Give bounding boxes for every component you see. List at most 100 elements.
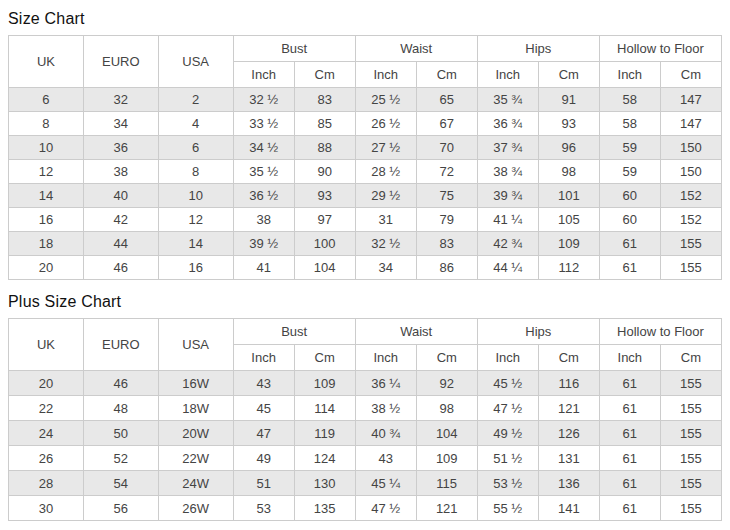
cell: 93 [294, 184, 355, 208]
hollow-inch-header: Inch [599, 345, 660, 371]
cell: 16W [158, 371, 233, 396]
cell: 155 [660, 446, 721, 471]
cell: 61 [599, 446, 660, 471]
cell: 54 [83, 471, 158, 496]
hollow-cm-header: Cm [660, 62, 721, 88]
cell: 155 [660, 396, 721, 421]
hips-inch-header: Inch [477, 62, 538, 88]
hollow-cm-header: Cm [660, 345, 721, 371]
col-waist-header: Waist [355, 36, 477, 62]
col-hollow-to-floor-header: Hollow to Floor [599, 319, 721, 345]
cell: 8 [158, 160, 233, 184]
cell: 55 ½ [477, 496, 538, 521]
cell: 101 [538, 184, 599, 208]
cell: 39 ½ [233, 232, 294, 256]
cell: 85 [294, 112, 355, 136]
waist-cm-header: Cm [416, 62, 477, 88]
cell: 44 [83, 232, 158, 256]
cell: 112 [538, 256, 599, 280]
cell: 29 ½ [355, 184, 416, 208]
cell: 32 ½ [233, 88, 294, 112]
cell: 59 [599, 136, 660, 160]
waist-inch-header: Inch [355, 345, 416, 371]
col-uk-header: UK [9, 36, 84, 88]
cell: 16 [158, 256, 233, 280]
waist-inch-header: Inch [355, 62, 416, 88]
cell: 39 ¾ [477, 184, 538, 208]
hips-cm-header: Cm [538, 62, 599, 88]
cell: 38 ½ [355, 396, 416, 421]
cell: 88 [294, 136, 355, 160]
cell: 150 [660, 136, 721, 160]
table-row: 18441439 ½10032 ½8342 ¾10961155 [9, 232, 722, 256]
cell: 44 ¼ [477, 256, 538, 280]
cell: 105 [538, 208, 599, 232]
cell: 20 [9, 256, 84, 280]
cell: 61 [599, 471, 660, 496]
hollow-inch-header: Inch [599, 62, 660, 88]
table-row: 834433 ½8526 ½6736 ¾9358147 [9, 112, 722, 136]
cell: 155 [660, 371, 721, 396]
cell: 155 [660, 471, 721, 496]
cell: 51 ½ [477, 446, 538, 471]
cell: 43 [233, 371, 294, 396]
cell: 52 [83, 446, 158, 471]
cell: 109 [294, 371, 355, 396]
cell: 45 [233, 396, 294, 421]
table-row: 265222W491244310951 ½13161155 [9, 446, 722, 471]
cell: 116 [538, 371, 599, 396]
cell: 155 [660, 496, 721, 521]
cell: 24W [158, 471, 233, 496]
cell: 50 [83, 421, 158, 446]
cell: 38 ¾ [477, 160, 538, 184]
cell: 91 [538, 88, 599, 112]
cell: 155 [660, 256, 721, 280]
cell: 155 [660, 421, 721, 446]
hips-inch-header: Inch [477, 345, 538, 371]
cell: 43 [355, 446, 416, 471]
col-waist-header: Waist [355, 319, 477, 345]
cell: 48 [83, 396, 158, 421]
cell: 130 [294, 471, 355, 496]
cell: 36 [83, 136, 158, 160]
hips-cm-header: Cm [538, 345, 599, 371]
cell: 45 ¼ [355, 471, 416, 496]
cell: 49 ½ [477, 421, 538, 446]
cell: 51 [233, 471, 294, 496]
cell: 59 [599, 160, 660, 184]
cell: 14 [9, 184, 84, 208]
size-chart-header: UK EURO USA Bust Waist Hips Hollow to Fl… [9, 36, 722, 88]
plus-size-chart-header: UK EURO USA Bust Waist Hips Hollow to Fl… [9, 319, 722, 371]
cell: 33 ½ [233, 112, 294, 136]
table-row: 224818W4511438 ½9847 ½12161155 [9, 396, 722, 421]
cell: 20W [158, 421, 233, 446]
table-row: 14401036 ½9329 ½7539 ¾10160152 [9, 184, 722, 208]
col-usa-header: USA [158, 319, 233, 371]
cell: 26 [9, 446, 84, 471]
size-chart-table: UK EURO USA Bust Waist Hips Hollow to Fl… [8, 35, 722, 280]
size-chart-title: Size Chart [8, 10, 722, 28]
cell: 61 [599, 421, 660, 446]
cell: 49 [233, 446, 294, 471]
cell: 42 [83, 208, 158, 232]
cell: 92 [416, 371, 477, 396]
cell: 22 [9, 396, 84, 421]
cell: 152 [660, 184, 721, 208]
size-chart-page: Size Chart UK EURO USA Bust Waist Hips H… [0, 0, 730, 530]
cell: 53 [233, 496, 294, 521]
cell: 121 [538, 396, 599, 421]
cell: 25 ½ [355, 88, 416, 112]
col-uk-header: UK [9, 319, 84, 371]
cell: 36 ¼ [355, 371, 416, 396]
cell: 147 [660, 88, 721, 112]
cell: 136 [538, 471, 599, 496]
cell: 6 [9, 88, 84, 112]
cell: 61 [599, 256, 660, 280]
cell: 42 ¾ [477, 232, 538, 256]
waist-cm-header: Cm [416, 345, 477, 371]
table-row: 245020W4711940 ¾10449 ½12661155 [9, 421, 722, 446]
cell: 150 [660, 160, 721, 184]
cell: 109 [416, 446, 477, 471]
cell: 121 [416, 496, 477, 521]
cell: 10 [9, 136, 84, 160]
